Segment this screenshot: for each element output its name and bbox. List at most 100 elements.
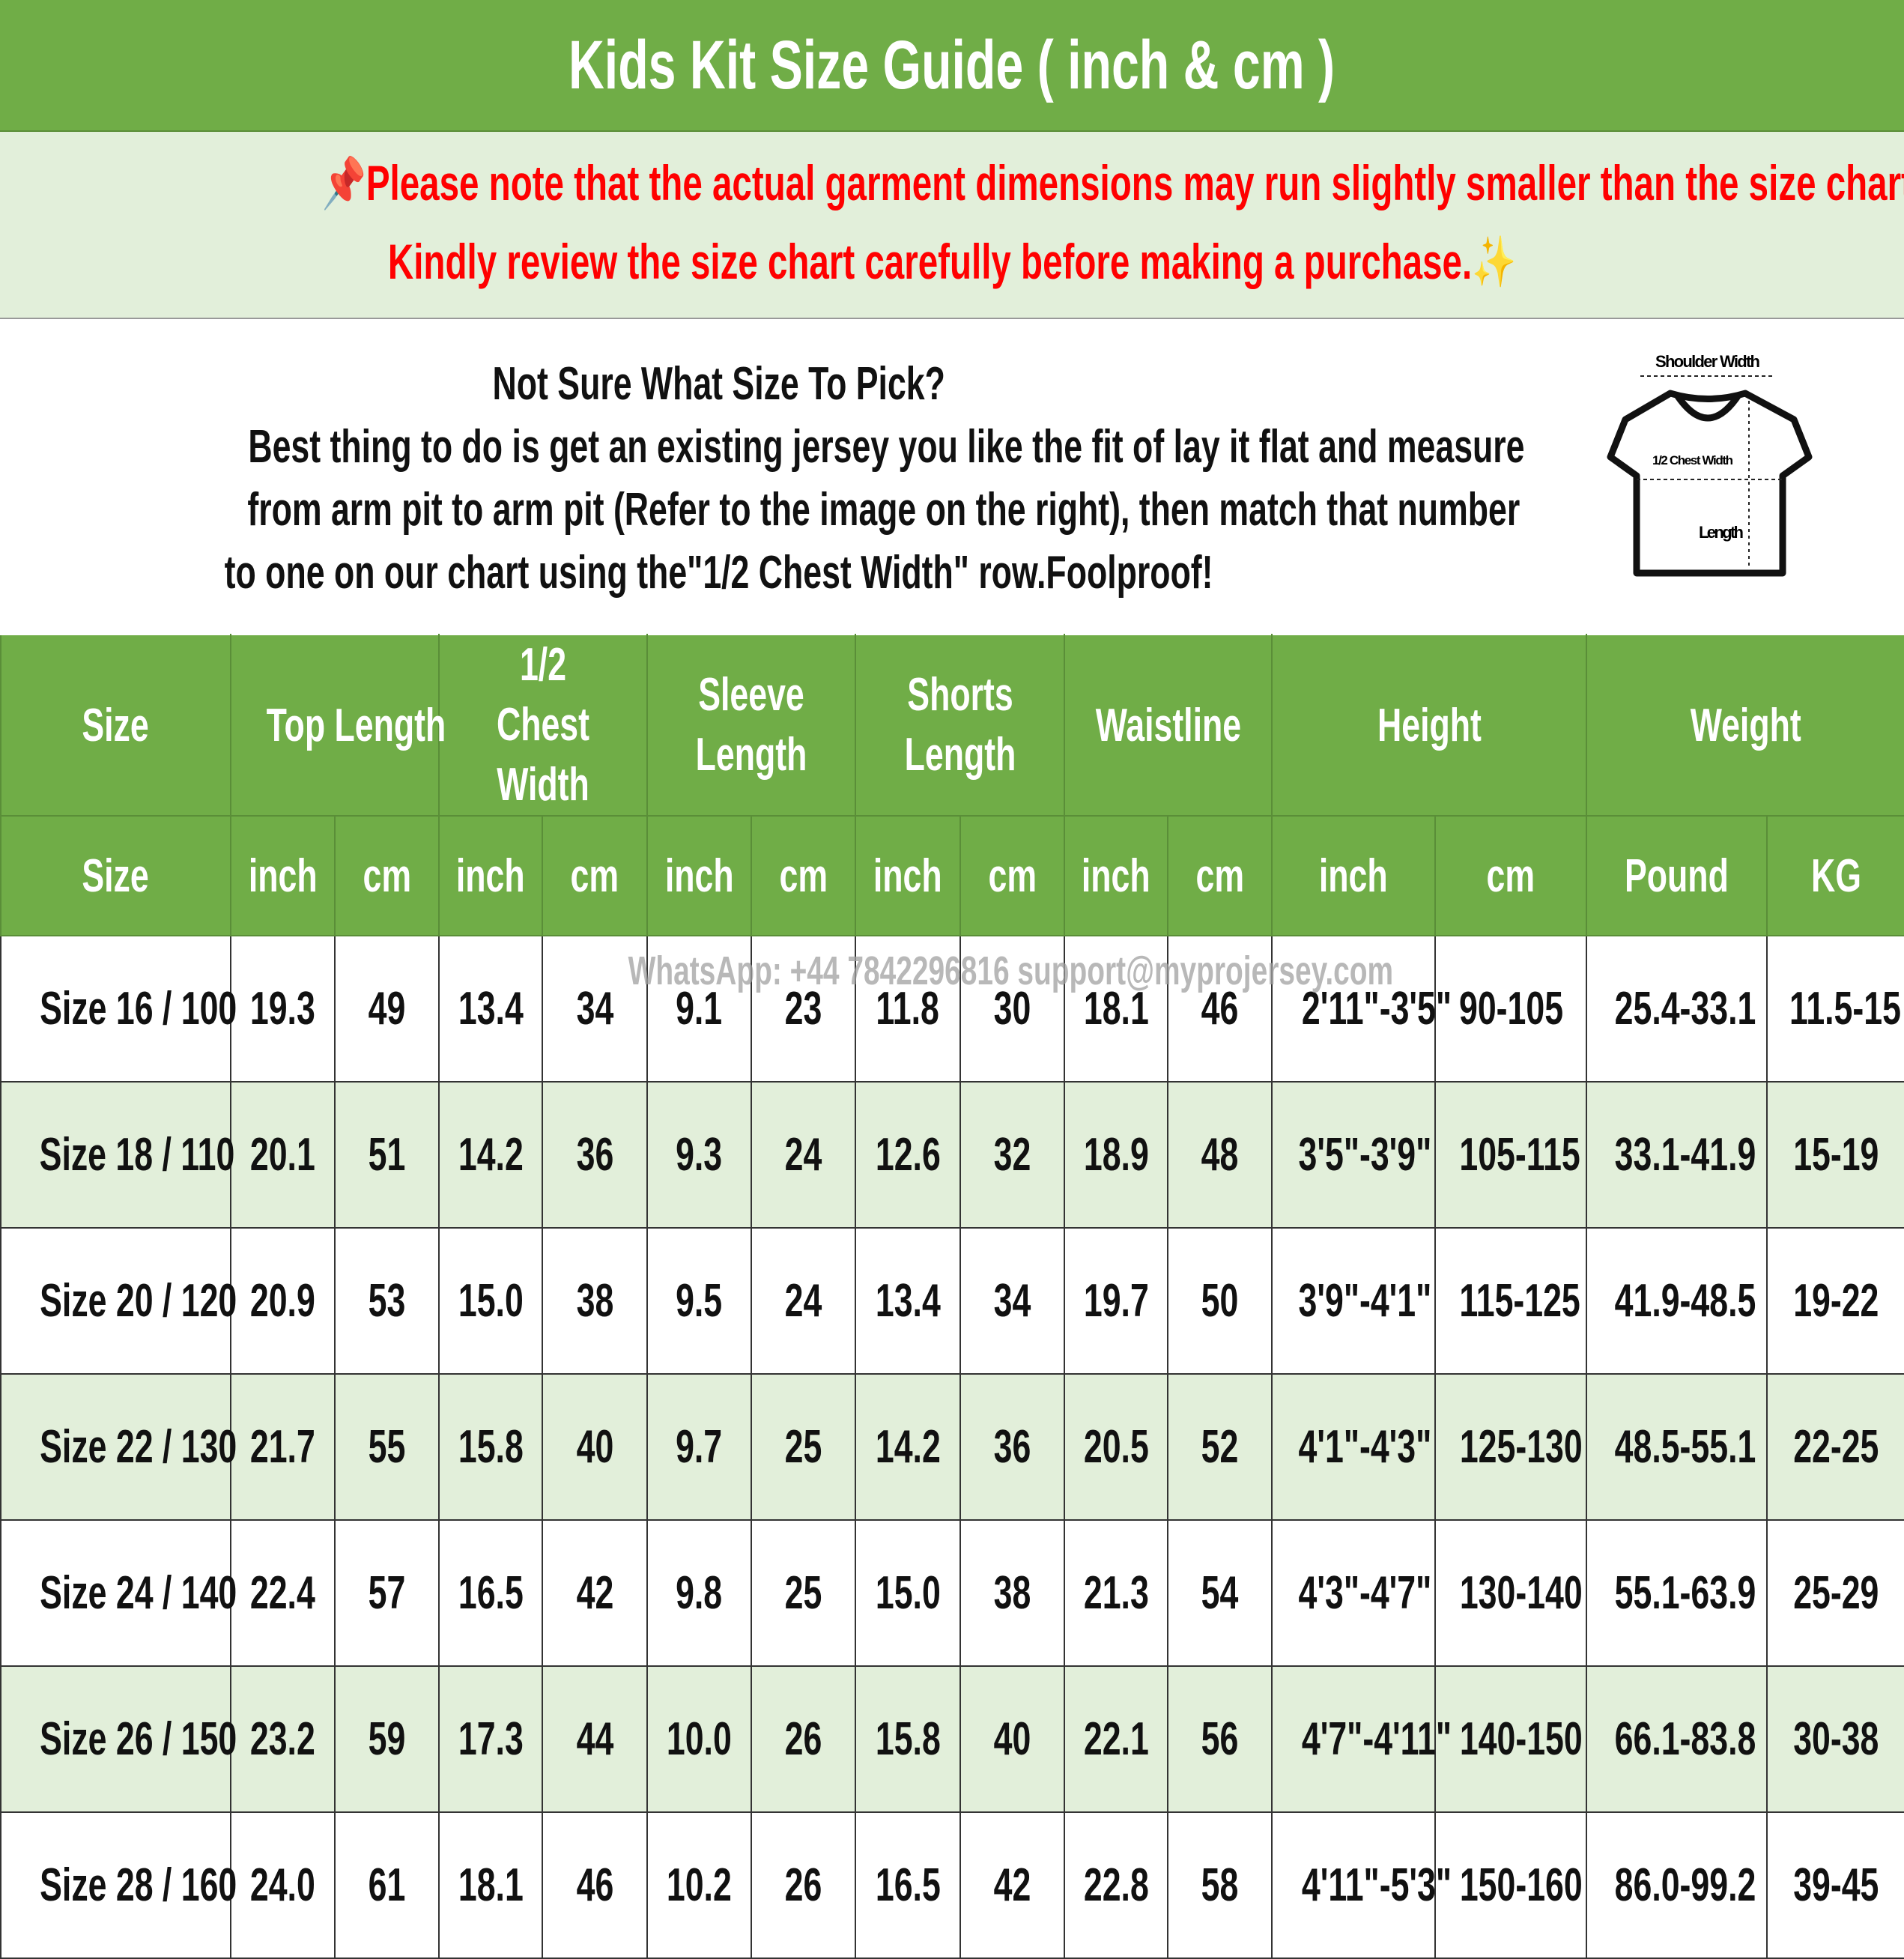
value-cell: 18.1 [438, 1811, 544, 1959]
table-row: Size 22 / 130 21.7 55 15.8 40 9.7 25 14.2 36 20.5… [0, 1373, 1904, 1521]
value-cell: 36 [542, 1081, 649, 1229]
value-cell: 9.3 [646, 1081, 753, 1229]
unit-header: inch [855, 815, 962, 936]
value-cell: 9.1 [646, 935, 753, 1083]
value-cell: 150-160 [1434, 1811, 1588, 1959]
value-cell: 39-45 [1766, 1811, 1904, 1959]
header-shorts-length: Shorts Length [855, 634, 1066, 817]
value-cell: 22.4 [230, 1519, 336, 1667]
unit-header: inch [438, 815, 544, 936]
unit-header: cm [1434, 815, 1588, 936]
value-cell: 20.1 [230, 1081, 336, 1229]
unit-header: Size [0, 815, 231, 936]
value-cell: 9.5 [646, 1227, 753, 1375]
table-row: Size 20 / 120 20.9 53 15.0 38 9.5 24 13.4 34 19.7… [0, 1227, 1904, 1375]
value-cell: 51 [333, 1081, 440, 1229]
value-cell: 55 [333, 1373, 440, 1521]
header-chest-width: 1/2 Chest Width [438, 634, 649, 817]
value-cell: 30-38 [1766, 1665, 1904, 1813]
notice-line-1: 📌Please note that the actual garment dim… [321, 155, 1904, 211]
advice-line: to one on our chart using the"1/2 Chest … [225, 547, 1213, 599]
unit-header-row: Size inch cm inch cm inch cm inch cm inch cm inch cm… [0, 815, 1904, 936]
value-cell: 3'5"-3'9" [1271, 1081, 1437, 1229]
tshirt-diagram: Shoulder Width 1/2 Chest Width Length [1607, 352, 1813, 577]
value-cell: 48.5-55.1 [1586, 1373, 1768, 1521]
value-cell: 48 [1167, 1081, 1273, 1229]
unit-header: KG [1766, 815, 1904, 936]
value-cell: 58 [1167, 1811, 1273, 1959]
page-title: Kids Kit Size Guide ( inch & cm ) [0, 0, 1904, 132]
header-waistline: Waistline [1064, 634, 1273, 817]
value-cell: 52 [1167, 1373, 1273, 1521]
value-cell: 140-150 [1434, 1665, 1588, 1813]
value-cell: 33.1-41.9 [1586, 1081, 1768, 1229]
value-cell: 23.2 [230, 1665, 336, 1813]
value-cell: 40 [959, 1665, 1066, 1813]
unit-header: Pound [1586, 815, 1768, 936]
size-cell: Size 18 / 110 [0, 1081, 234, 1229]
value-cell: 38 [542, 1227, 649, 1375]
table-row: Size 16 / 100 19.3 49 13.4 34 9.1 23 11.8 30 18.1… [0, 935, 1904, 1083]
value-cell: 44 [542, 1665, 649, 1813]
value-cell: 3'9"-4'1" [1271, 1227, 1437, 1375]
value-cell: 14.2 [855, 1373, 962, 1521]
value-cell: 22.8 [1064, 1811, 1169, 1959]
value-cell: 21.3 [1064, 1519, 1169, 1667]
value-cell: 115-125 [1434, 1227, 1588, 1375]
value-cell: 53 [333, 1227, 440, 1375]
value-cell: 15.0 [855, 1519, 962, 1667]
unit-header: cm [333, 815, 440, 936]
value-cell: 15.8 [438, 1373, 544, 1521]
unit-header: inch [230, 815, 336, 936]
value-cell: 61 [333, 1811, 440, 1959]
value-cell: 57 [333, 1519, 440, 1667]
value-cell: 4'11"-5'3" [1271, 1811, 1452, 1959]
value-cell: 42 [542, 1519, 649, 1667]
header-height: Height [1271, 634, 1588, 817]
unit-header: cm [751, 815, 857, 936]
value-cell: 59 [333, 1665, 440, 1813]
value-cell: 19.7 [1064, 1227, 1169, 1375]
value-cell: 20.5 [1064, 1373, 1169, 1521]
fit-advice: Not Sure What Size To Pick? Best thing t… [0, 319, 1904, 634]
value-cell: 49 [333, 935, 440, 1083]
advice-heading: Not Sure What Size To Pick? [492, 358, 946, 410]
value-cell: 18.9 [1064, 1081, 1169, 1229]
size-cell: Size 26 / 150 [0, 1665, 237, 1813]
value-cell: 11.8 [855, 935, 962, 1083]
size-cell: Size 24 / 140 [0, 1519, 237, 1667]
value-cell: 22-25 [1766, 1373, 1904, 1521]
unit-header: inch [646, 815, 753, 936]
value-cell: 15-19 [1766, 1081, 1904, 1229]
unit-header: cm [1167, 815, 1273, 936]
value-cell: 10.2 [646, 1811, 753, 1959]
value-cell: 24.0 [230, 1811, 336, 1959]
value-cell: 36 [959, 1373, 1066, 1521]
table-row: Size 24 / 140 22.4 57 16.5 42 9.8 25 15.0 38 21.3… [0, 1519, 1904, 1667]
advice-line: Best thing to do is get an existing jers… [248, 421, 1525, 473]
collar [1673, 392, 1742, 422]
value-cell: 20.9 [230, 1227, 336, 1375]
table-row: Size 28 / 160 24.0 61 18.1 46 10.2 26 16.5 42 22.… [0, 1811, 1904, 1959]
value-cell: 10.0 [646, 1665, 753, 1813]
chest-width-label: 1/2 Chest Width [1652, 453, 1733, 467]
size-chart-table: Size Top Length 1/2 Chest Width Sleeve L… [0, 634, 1904, 1959]
value-cell: 41.9-48.5 [1586, 1227, 1768, 1375]
value-cell: 4'7"-4'11" [1271, 1665, 1452, 1813]
value-cell: 105-115 [1434, 1081, 1588, 1229]
value-cell: 24 [751, 1081, 857, 1229]
value-cell: 86.0-99.2 [1586, 1811, 1768, 1959]
value-cell: 54 [1167, 1519, 1273, 1667]
value-cell: 16.5 [438, 1519, 544, 1667]
length-label: Length [1699, 523, 1744, 542]
value-cell: 19-22 [1766, 1227, 1904, 1375]
value-cell: 15.8 [855, 1665, 962, 1813]
value-cell: 11.5-15 [1766, 935, 1904, 1083]
value-cell: 46 [1167, 935, 1273, 1083]
value-cell: 55.1-63.9 [1586, 1519, 1768, 1667]
value-cell: 4'3"-4'7" [1271, 1519, 1437, 1667]
value-cell: 56 [1167, 1665, 1273, 1813]
unit-header: inch [1271, 815, 1437, 936]
value-cell: 26 [751, 1811, 857, 1959]
unit-header: inch [1064, 815, 1169, 936]
